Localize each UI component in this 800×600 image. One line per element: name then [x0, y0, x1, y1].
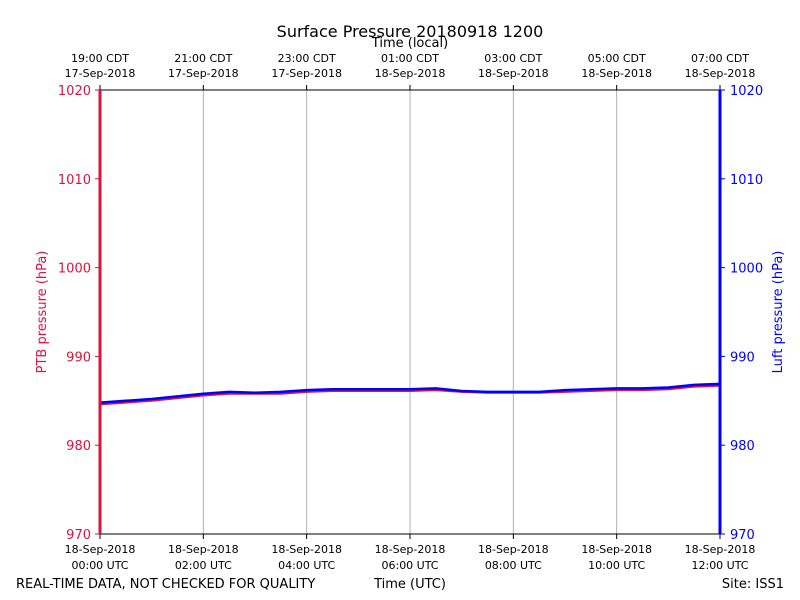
right-y-ticks: 970 980 990 1000 1010 1020	[720, 84, 763, 543]
top-x-tick-time: 07:00 CDT	[691, 52, 749, 65]
top-x-ticks: 19:00 CDT 17-Sep-2018 21:00 CDT 17-Sep-2018…	[65, 52, 756, 90]
series-2-point	[486, 391, 489, 393]
right-y-tick-label: 1010	[730, 173, 763, 188]
bottom-x-tick-time: 00:00 UTC	[71, 559, 128, 572]
series-1-point	[279, 392, 282, 395]
series-1-point	[434, 389, 437, 392]
series-2-point	[150, 398, 153, 400]
bottom-x-tick-date: 18-Sep-2018	[685, 543, 756, 556]
series-1-point	[124, 401, 127, 404]
series-2-point	[228, 391, 231, 393]
series-2-point	[693, 383, 696, 386]
bottom-x-tick-date: 18-Sep-2018	[65, 543, 136, 556]
top-x-tick-time: 05:00 CDT	[588, 52, 646, 65]
series-2-point	[383, 388, 386, 391]
top-x-tick-time: 21:00 CDT	[174, 52, 232, 65]
series-2-point	[202, 392, 205, 395]
series-2-point	[615, 387, 618, 390]
top-x-tick-date: 17-Sep-2018	[168, 67, 239, 80]
series-1-point	[615, 389, 618, 392]
top-x-tick-date: 17-Sep-2018	[271, 67, 342, 80]
series-1-point	[202, 394, 205, 397]
series-1-point	[641, 389, 644, 392]
right-y-tick-label: 970	[730, 528, 755, 543]
bottom-x-tick-date: 18-Sep-2018	[478, 543, 549, 556]
bottom-x-ticks: 18-Sep-2018 00:00 UTC 18-Sep-2018 02:00 UTC…	[65, 534, 756, 572]
series-1-point	[564, 391, 566, 393]
series-2-point	[409, 388, 411, 391]
series-2-point	[641, 387, 644, 390]
x-axis-label: Time (UTC)	[373, 577, 446, 592]
series-2-point	[176, 395, 179, 398]
top-x-tick-time: 01:00 CDT	[381, 52, 439, 65]
series-1-point	[176, 397, 179, 400]
series-1-point	[693, 385, 696, 388]
top-x-tick-time: 19:00 CDT	[71, 52, 129, 65]
series-2-point	[589, 388, 592, 391]
series-lines	[99, 382, 721, 406]
series-1-point	[331, 390, 334, 392]
series-2-point	[279, 391, 282, 393]
bottom-x-tick-date: 18-Sep-2018	[375, 543, 446, 556]
series-2-point	[357, 388, 360, 391]
series-2-point	[434, 387, 437, 390]
series-1-point	[383, 390, 386, 392]
top-x-tick-date: 18-Sep-2018	[478, 67, 549, 80]
series-2-point	[460, 390, 463, 392]
series-2-point	[254, 391, 256, 394]
series-2-point	[667, 386, 670, 389]
grid-lines	[202, 90, 618, 534]
top-x-tick-time: 03:00 CDT	[484, 52, 542, 65]
footer-site: Site: ISS1	[722, 577, 784, 592]
series-2-point	[512, 391, 515, 393]
bottom-x-tick-time: 06:00 UTC	[381, 559, 438, 572]
series-2-point	[564, 389, 566, 392]
series-1-point	[150, 399, 153, 402]
bottom-x-tick-date: 18-Sep-2018	[168, 543, 239, 556]
series-1-point	[228, 392, 231, 395]
series-2-point	[124, 399, 127, 402]
bottom-x-tick-time: 04:00 UTC	[278, 559, 335, 572]
bottom-x-tick-time: 08:00 UTC	[485, 559, 542, 572]
series-1-point	[357, 390, 360, 392]
left-y-tick-label: 1010	[58, 173, 91, 188]
bottom-x-tick-time: 02:00 UTC	[175, 559, 232, 572]
right-y-axis-label: Luft pressure (hPa)	[771, 251, 786, 374]
top-axis-label: Time (local)	[371, 36, 448, 51]
top-x-tick-date: 18-Sep-2018	[375, 67, 446, 80]
series-1-point	[305, 391, 308, 393]
left-y-ticks: 970 980 990 1000 1010 1020	[58, 84, 100, 543]
bottom-x-tick-time: 10:00 UTC	[588, 559, 645, 572]
bottom-x-tick-date: 18-Sep-2018	[581, 543, 652, 556]
footer-quality-note: REAL-TIME DATA, NOT CHECKED FOR QUALITY	[16, 577, 315, 592]
bottom-x-tick-date: 18-Sep-2018	[271, 543, 342, 556]
left-y-tick-label: 1020	[58, 84, 91, 99]
left-y-tick-label: 980	[66, 439, 91, 454]
right-y-tick-label: 1000	[730, 262, 763, 277]
right-y-tick-label: 980	[730, 439, 755, 454]
series-2-point	[305, 389, 308, 392]
top-x-tick-date: 18-Sep-2018	[685, 67, 756, 80]
left-y-tick-label: 970	[66, 528, 91, 543]
top-x-tick-date: 17-Sep-2018	[65, 67, 136, 80]
left-y-tick-label: 1000	[58, 262, 91, 277]
top-x-tick-date: 18-Sep-2018	[581, 67, 652, 80]
series-2-point	[538, 391, 541, 393]
bottom-x-tick-time: 12:00 UTC	[691, 559, 748, 572]
top-x-tick-time: 23:00 CDT	[278, 52, 336, 65]
right-y-tick-label: 990	[730, 350, 755, 365]
left-y-axis-label: PTB pressure (hPa)	[35, 251, 50, 374]
series-1-point	[589, 390, 592, 392]
left-y-tick-label: 990	[66, 350, 91, 365]
chart-title: Surface Pressure 20180918 1200	[277, 22, 544, 41]
series-2-point	[331, 388, 334, 391]
right-y-tick-label: 1020	[730, 84, 763, 99]
series-1-point	[409, 390, 411, 392]
series-1-point	[667, 388, 670, 391]
